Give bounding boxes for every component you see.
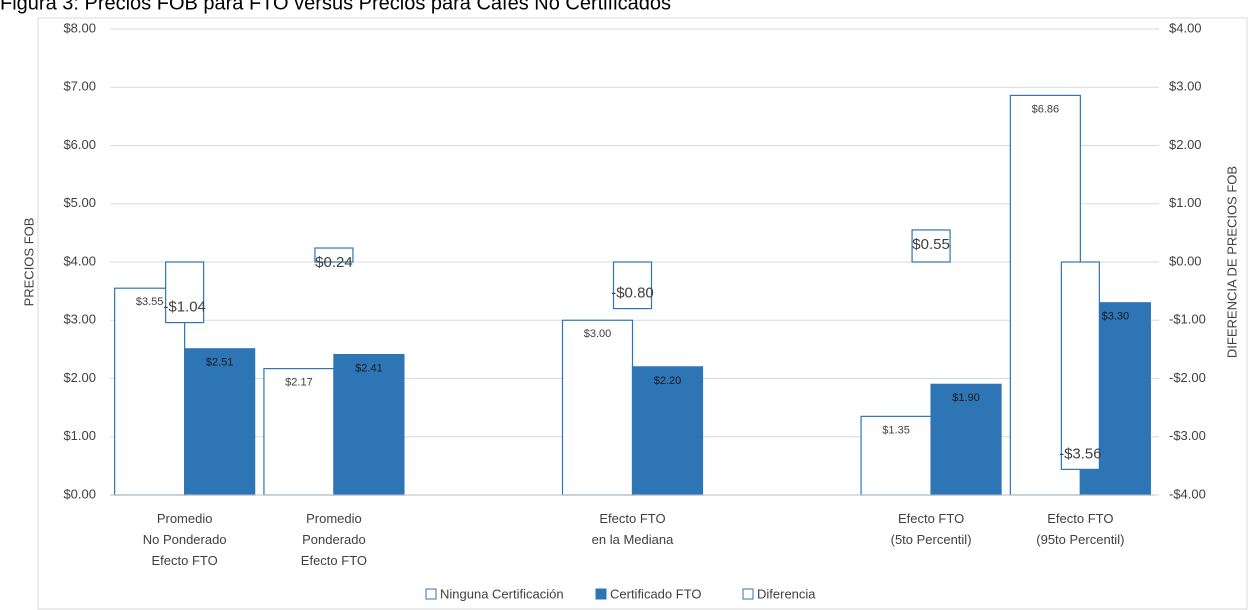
legend-label: Diferencia	[757, 586, 816, 601]
data-label: $1.90	[952, 392, 980, 404]
bar	[612, 261, 653, 310]
legend-swatch	[425, 588, 437, 600]
y2-tick-label: $1.00	[1169, 195, 1202, 210]
legend-swatch	[595, 588, 607, 600]
data-label: $2.17	[285, 377, 313, 389]
y2-tick-label: $3.00	[1169, 79, 1202, 94]
y2-tick-label: -$4.00	[1169, 486, 1206, 501]
legend-label: Certificado FTO	[610, 586, 702, 601]
x-tick-label: Promedio Ponderado Efecto FTO	[301, 511, 367, 568]
bar	[184, 348, 256, 496]
y2-tick-label: -$3.00	[1169, 428, 1206, 443]
y-tick-label: $6.00	[63, 137, 96, 152]
data-label: $0.55	[912, 236, 950, 253]
data-label: $2.20	[654, 375, 682, 387]
bar	[314, 247, 354, 263]
x-tick-label: Efecto FTO (5to Percentil)	[891, 511, 972, 547]
y2-tick-label: $0.00	[1169, 253, 1202, 268]
bar	[263, 367, 335, 496]
legend-swatch	[742, 588, 754, 600]
data-label: $2.41	[355, 363, 383, 375]
x-tick-label: Promedio No Ponderado Efecto FTO	[143, 511, 227, 568]
x-tick-label: Efecto FTO en la Mediana	[592, 511, 674, 547]
data-label: -$3.56	[1059, 445, 1102, 462]
bar	[1060, 261, 1100, 470]
bar	[930, 383, 1002, 496]
y-tick-label: $7.00	[63, 79, 96, 94]
legend-label: Ninguna Certificación	[440, 586, 564, 601]
bar	[561, 319, 634, 496]
x-tick-label: Efecto FTO (95to Percentil)	[1036, 511, 1124, 547]
y-tick-label: $5.00	[63, 195, 96, 210]
y2-axis-title: DIFERENCIA DE PRECIOS FOB	[1224, 166, 1239, 358]
y-tick-label: $2.00	[63, 370, 96, 385]
data-label: $2.51	[206, 357, 234, 369]
y2-tick-label: $2.00	[1169, 137, 1202, 152]
bar	[165, 261, 205, 324]
bar	[860, 415, 932, 496]
y-tick-label: $8.00	[63, 20, 96, 35]
y-tick-label: $1.00	[63, 428, 96, 443]
data-label: -$0.80	[611, 285, 654, 302]
bar	[911, 229, 951, 263]
data-label: $0.24	[315, 254, 353, 271]
data-label: $3.30	[1102, 311, 1130, 323]
chart-title: Figura 3: Precios FOB para FTO versus Pr…	[0, 0, 671, 14]
bar	[631, 366, 704, 496]
y2-tick-label: -$1.00	[1169, 312, 1206, 327]
bar	[333, 354, 405, 496]
y-tick-label: $4.00	[63, 253, 96, 268]
data-label: $3.00	[584, 328, 612, 340]
y2-tick-label: $4.00	[1169, 20, 1202, 35]
y-axis-title: PRECIOS FOB	[21, 218, 36, 307]
y-tick-label: $3.00	[63, 312, 96, 327]
y-tick-label: $0.00	[63, 486, 96, 501]
y2-tick-label: -$2.00	[1169, 370, 1206, 385]
data-label: $6.86	[1032, 103, 1060, 115]
data-label: $3.55	[136, 296, 164, 308]
data-label: -$1.04	[163, 299, 206, 316]
data-label: $1.35	[882, 424, 910, 436]
